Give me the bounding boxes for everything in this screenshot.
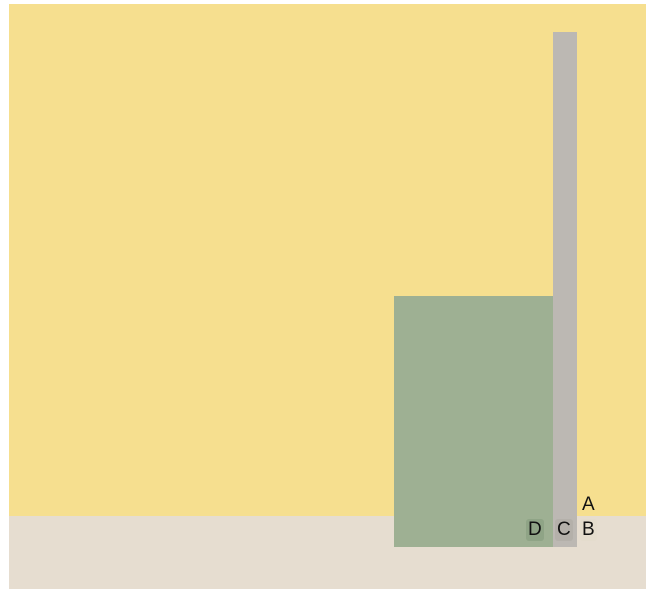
green-block xyxy=(394,296,554,547)
vertical-pole xyxy=(553,32,577,547)
point-label-d: D xyxy=(526,519,544,541)
point-label-b: B xyxy=(580,519,597,541)
point-label-c: C xyxy=(555,519,573,541)
point-label-a: A xyxy=(580,494,597,516)
